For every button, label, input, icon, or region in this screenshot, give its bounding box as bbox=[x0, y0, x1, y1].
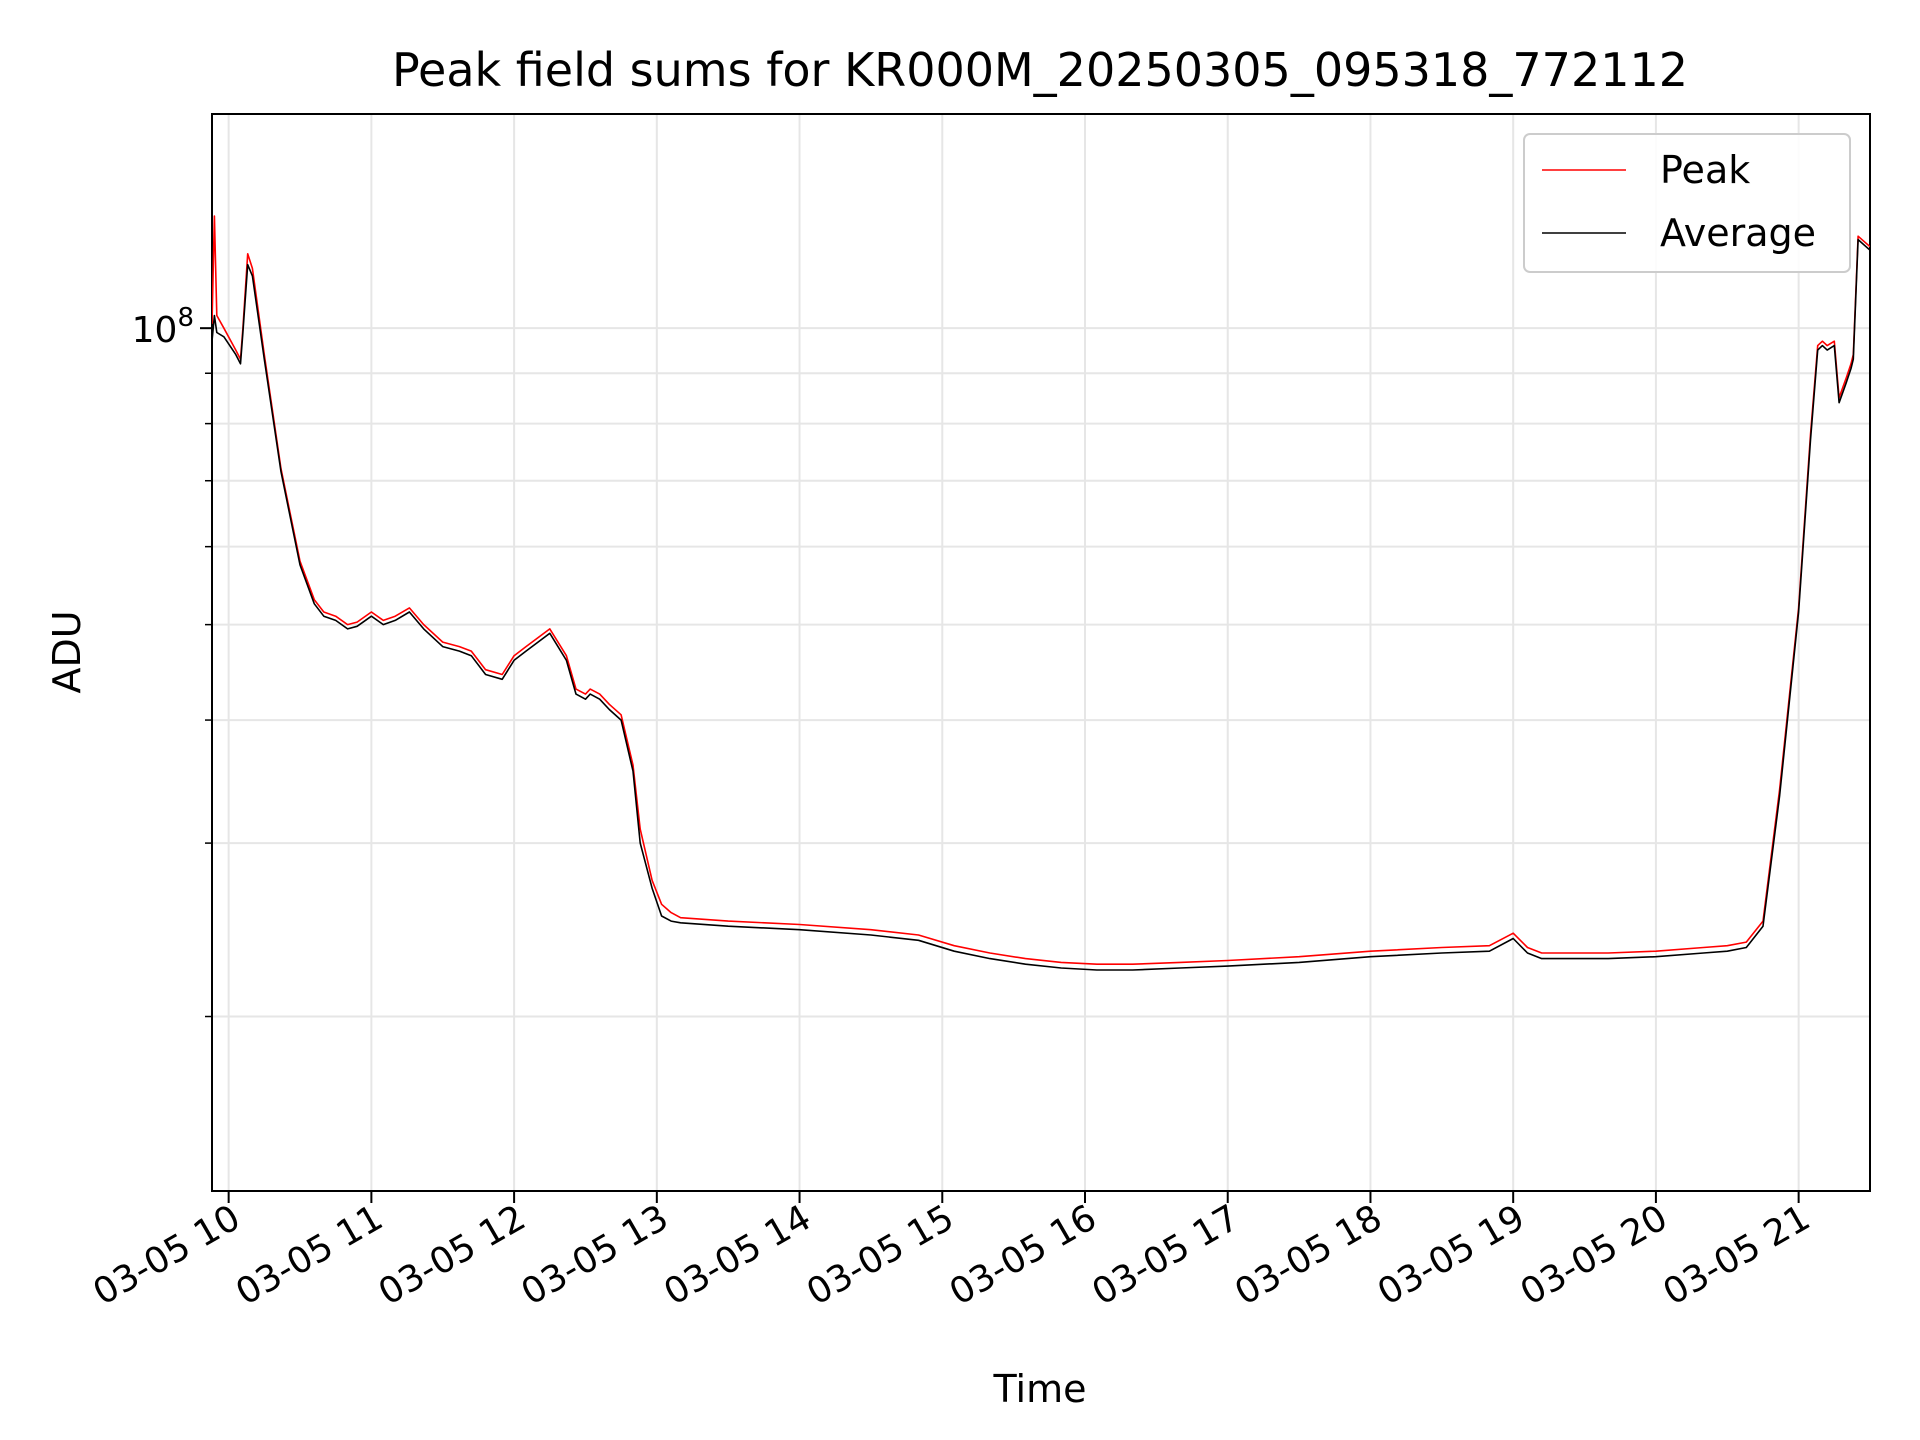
legend-label-average: Average bbox=[1660, 211, 1816, 255]
y-axis-ticks: 108 bbox=[132, 303, 212, 1018]
x-axis-label: Time bbox=[993, 1367, 1087, 1411]
legend-label-peak: Peak bbox=[1660, 148, 1750, 192]
series-layer bbox=[212, 215, 1870, 971]
y-tick-exponent: 8 bbox=[177, 303, 194, 333]
plot-frame bbox=[211, 113, 1871, 1192]
legend: Peak Average bbox=[1523, 133, 1851, 273]
chart-title: Peak field sums for KR000M_20250305_0953… bbox=[392, 43, 1688, 97]
legend-box bbox=[1523, 133, 1851, 273]
series-line-peak bbox=[212, 215, 1870, 966]
y-axis-label: ADU bbox=[45, 610, 89, 693]
grid bbox=[212, 114, 1870, 1191]
series-line-average bbox=[212, 238, 1870, 971]
y-tick-label: 108 bbox=[132, 303, 194, 351]
y-tick-base: 10 bbox=[132, 310, 178, 351]
